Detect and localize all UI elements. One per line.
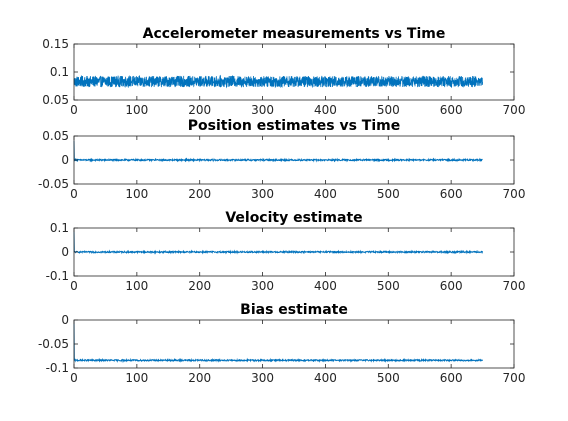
subplot-4: Bias estimate 0 100 200 300 400 500 600 700 0 -0.0… — [38, 302, 526, 385]
x-tick-label: 0 — [70, 279, 78, 293]
x-tick-label: 300 — [251, 103, 274, 117]
y-tick-label: -0.05 — [38, 177, 69, 191]
x-tick-label: 700 — [503, 279, 526, 293]
y-tick-label: 0 — [61, 153, 69, 167]
x-tick-label: 400 — [314, 187, 337, 201]
x-tick-label: 600 — [440, 103, 463, 117]
x-tick-label: 400 — [314, 103, 337, 117]
x-tick-label: 500 — [377, 103, 400, 117]
y-tick-label: -0.1 — [46, 269, 69, 283]
subplot-title: Velocity estimate — [225, 210, 362, 226]
y-tick-label: 0 — [61, 245, 69, 259]
y-tick-label: 0.1 — [50, 221, 69, 235]
x-tick-label: 100 — [125, 279, 148, 293]
x-tick-label: 500 — [377, 187, 400, 201]
subplot-3: Velocity estimate 0 100 200 300 400 500 600 700 0… — [46, 210, 526, 293]
x-tick-label: 600 — [440, 371, 463, 385]
y-tick-label: 0.05 — [42, 129, 69, 143]
y-tick-label: -0.1 — [46, 361, 69, 375]
x-tick-label: 200 — [188, 371, 211, 385]
x-tick-label: 300 — [251, 371, 274, 385]
x-tick-label: 100 — [125, 103, 148, 117]
x-tick-label: 0 — [70, 371, 78, 385]
subplot-title: Bias estimate — [240, 302, 348, 318]
series-line — [73, 140, 483, 163]
subplot-2: Position estimates vs Time 0 100 200 300 400 5… — [38, 118, 526, 201]
x-tick-label: 400 — [314, 371, 337, 385]
x-tick-label: 200 — [188, 279, 211, 293]
x-tick-label: 0 — [70, 187, 78, 201]
x-tick-label: 200 — [188, 187, 211, 201]
x-tick-label: 500 — [377, 279, 400, 293]
x-tick-label: 0 — [70, 103, 78, 117]
subplot-title: Accelerometer measurements vs Time — [143, 26, 446, 42]
y-tick-label: 0.1 — [50, 65, 69, 79]
x-tick-label: 100 — [125, 371, 148, 385]
x-tick-label: 600 — [440, 187, 463, 201]
series-line — [73, 230, 484, 255]
series-line — [73, 74, 483, 89]
x-tick-label: 500 — [377, 371, 400, 385]
y-tick-label: -0.05 — [38, 337, 69, 351]
x-tick-label: 700 — [503, 371, 526, 385]
x-tick-label: 100 — [125, 187, 148, 201]
y-tick-label: 0.05 — [42, 93, 69, 107]
y-tick-label: 0.15 — [42, 37, 69, 51]
series-line — [73, 319, 484, 363]
subplot-title: Position estimates vs Time — [188, 118, 400, 134]
x-tick-label: 300 — [251, 187, 274, 201]
x-tick-label: 700 — [503, 103, 526, 117]
x-tick-label: 400 — [314, 279, 337, 293]
y-tick-label: 0 — [61, 313, 69, 327]
x-tick-label: 600 — [440, 279, 463, 293]
x-tick-label: 300 — [251, 279, 274, 293]
subplot-1: Accelerometer measurements vs Time 0 100 20… — [42, 26, 525, 117]
x-tick-label: 700 — [503, 187, 526, 201]
x-tick-label: 200 — [188, 103, 211, 117]
